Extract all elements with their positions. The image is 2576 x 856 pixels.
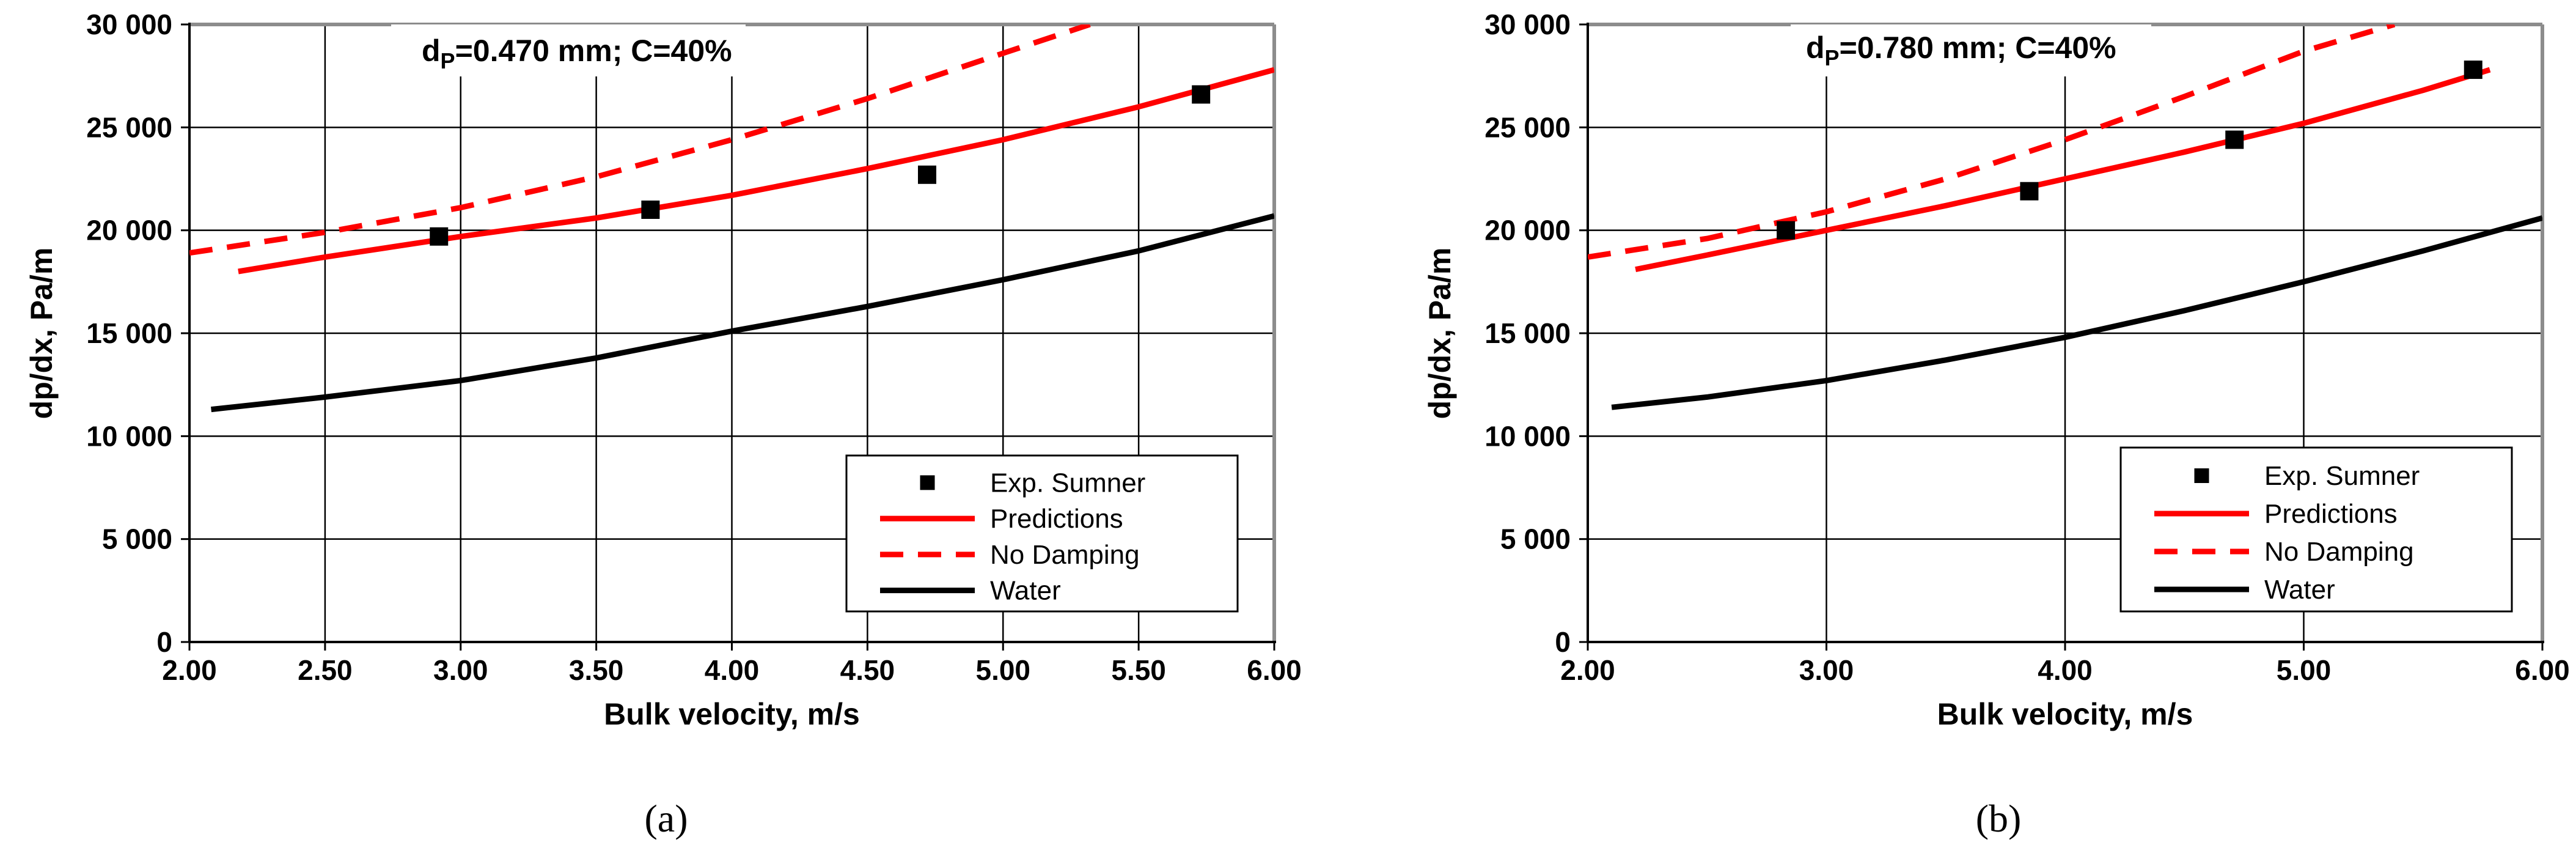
x-tick-label: 3.00 — [433, 654, 488, 686]
y-tick-label: 5 000 — [1500, 523, 1571, 555]
series-group — [1588, 24, 2542, 410]
legend-label: Exp. Sumner — [2264, 461, 2420, 491]
y-tick-label: 5 000 — [102, 523, 172, 555]
y-tick-label: 25 000 — [1484, 111, 1571, 143]
y-tick-label: 30 000 — [1484, 9, 1571, 40]
series-line-water — [1611, 215, 2542, 410]
legend-label: Water — [990, 576, 1061, 606]
chart-panel-a: 2.00 2.50 3.00 3.50 4.00 4.50 5.00 5.50 6.00 0 5 0… — [24, 9, 1302, 840]
x-tick-label: 4.50 — [840, 654, 895, 686]
legend-label: No Damping — [990, 540, 1140, 570]
data-point-exp-sumner — [2020, 182, 2039, 201]
legend-box — [845, 454, 1239, 613]
legend-marker-exp-sumner — [2194, 468, 2209, 483]
legend-label: Predictions — [2264, 499, 2398, 529]
x-tick-label: 4.00 — [2038, 654, 2093, 686]
chart-title-d: d — [422, 34, 441, 68]
x-tick-label: 4.00 — [705, 654, 760, 686]
y-tick-label: 0 — [156, 626, 172, 658]
x-axis-label: Bulk velocity, m/s — [604, 697, 860, 731]
y-tick-label: 10 000 — [86, 420, 172, 452]
chart-title-d: d — [1806, 31, 1825, 65]
legend-box — [2119, 446, 2513, 613]
chart-title-rest: =0.780 mm; C=40% — [1840, 31, 2116, 65]
chart-title-rest: =0.470 mm; C=40% — [455, 34, 732, 68]
x-tick-label: 2.00 — [162, 654, 217, 686]
x-tick-label: 5.50 — [1111, 654, 1166, 686]
y-tick-label: 0 — [1555, 626, 1571, 658]
series-group — [189, 24, 1274, 413]
legend-label: No Damping — [2264, 537, 2414, 567]
x-tick-label: 3.00 — [1799, 654, 1854, 686]
x-tick-label: 5.00 — [2277, 654, 2332, 686]
chart-title-subscript: P — [441, 48, 455, 73]
data-point-exp-sumner — [918, 165, 936, 184]
x-tick-label: 6.00 — [2515, 654, 2570, 686]
chart-title-subscript: P — [1825, 45, 1840, 70]
legend-label: Predictions — [990, 504, 1123, 534]
series-line-predictions — [238, 67, 1274, 275]
legend-marker-exp-sumner — [920, 475, 935, 490]
chart-title: dP=0.470 mm; C=40% — [422, 34, 732, 73]
data-point-exp-sumner — [1192, 85, 1211, 104]
legend-label: Exp. Sumner — [990, 468, 1145, 498]
x-tick-label: 2.00 — [1560, 654, 1615, 686]
y-axis-label: dp/dx, Pa/m — [1423, 248, 1457, 419]
legend-label: Water — [2264, 575, 2335, 605]
y-tick-label: 20 000 — [1484, 215, 1571, 246]
chart-title: dP=0.780 mm; C=40% — [1806, 31, 2116, 70]
data-point-exp-sumner — [2225, 130, 2244, 149]
series-line-water — [211, 213, 1274, 413]
series-line-no-damping — [1588, 24, 2396, 260]
title-background — [1791, 24, 2151, 76]
y-axis-label: dp/dx, Pa/m — [24, 248, 59, 419]
x-tick-label: 6.00 — [1247, 654, 1302, 686]
y-tick-label: 20 000 — [86, 215, 172, 246]
x-tick-label: 2.50 — [298, 654, 353, 686]
data-point-exp-sumner — [2464, 61, 2482, 79]
title-background — [391, 24, 746, 76]
data-point-exp-sumner — [1777, 221, 1796, 240]
y-tick-label: 15 000 — [1484, 317, 1571, 349]
series-line-predictions — [1635, 67, 2491, 273]
x-tick-label: 3.50 — [569, 654, 624, 686]
series-line-no-damping — [189, 24, 1091, 256]
y-tick-label: 15 000 — [86, 317, 172, 349]
x-tick-label: 5.00 — [975, 654, 1030, 686]
panel-caption: (b) — [1976, 797, 2022, 840]
data-point-exp-sumner — [641, 201, 660, 219]
y-tick-label: 25 000 — [86, 111, 172, 143]
y-tick-label: 10 000 — [1484, 420, 1571, 452]
panel-caption: (a) — [644, 797, 688, 840]
x-axis-label: Bulk velocity, m/s — [1937, 697, 2193, 731]
chart-panel-b: 2.00 3.00 4.00 5.00 6.00 0 5 000 10 000 15 000 20… — [1423, 9, 2570, 840]
y-tick-label: 30 000 — [86, 9, 172, 40]
data-point-exp-sumner — [430, 227, 449, 246]
